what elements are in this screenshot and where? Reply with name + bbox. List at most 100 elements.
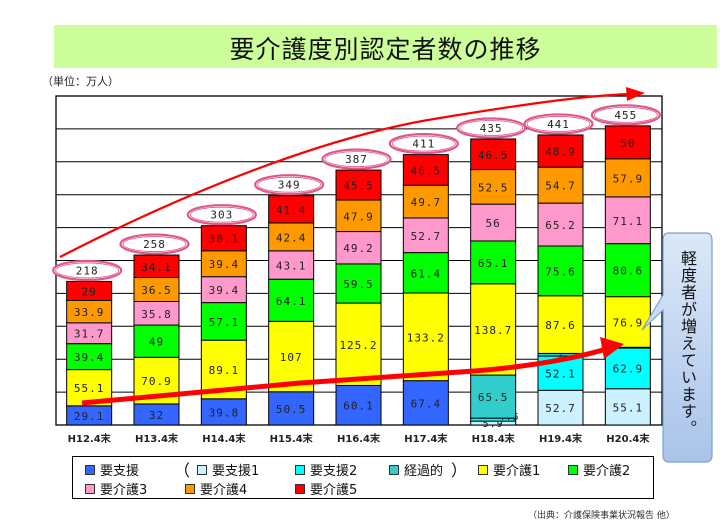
x-tick-label: H13.4末 [135,432,179,445]
total-ellipse-inner [122,236,187,252]
stacked-bar-chart: 29.1 55.1 39.4 31.7 33.9 29 32 70.9 49 35.8 36.5 34… [52,87,663,445]
legend: 要支援 （ 要支援1 要支援2 経過的 ） 要介護1 要介護2 要介護3 要介護… [72,456,654,499]
x-tick-label: H18.4末 [472,432,516,445]
bar-value-label: 62.9 [613,363,644,376]
bar-stack: 60.1 125.2 59.5 49.2 47.9 45.5 [335,169,382,426]
legend-item-care5: 要介護5 [295,479,357,498]
bar-value-label: 39.4 [209,284,240,297]
bar-segment-care4 [268,222,315,252]
bar-segment-care5 [200,225,247,252]
total-label: 303 [210,209,233,222]
bar-value-label: 49 [149,336,164,349]
bar-segment-care2 [66,343,113,371]
bar-value-label: 107 [280,351,303,364]
bar-value-label: 70.9 [141,375,172,388]
bar-segment-care2 [537,245,584,297]
bar-segment-care4 [537,166,584,204]
bar-value-label: 67.4 [411,397,442,410]
bar-segment-care5 [66,280,113,302]
legend-swatch [478,464,488,475]
x-tick-label: H16.4末 [337,432,381,445]
bar-segment-care5 [133,254,180,278]
bar-segment-support1 [604,388,651,426]
bar-value-label: 49.2 [343,242,374,255]
bar-value-label: 42.4 [276,231,307,244]
bar-segment-support [335,384,382,426]
bar-segment-care3 [200,276,247,304]
callout-text: 軽度者が増えています。 [678,250,697,437]
overlay-layer: 218 258 303 349 387 411 435 441 455 [52,87,661,406]
bar-value-label: 39.4 [74,351,105,364]
total-ellipse-inner [189,206,254,223]
bar-layer: 29.1 55.1 39.4 31.7 33.9 29 32 70.9 49 35.8 36.5 34… [66,125,651,430]
bar-value-label: 48.9 [545,146,576,159]
bar-segment-care2 [402,252,449,294]
bar-value-label: 80.6 [613,265,644,278]
total-ellipse-inner [526,116,591,132]
bar-value-label: 61.4 [411,267,442,280]
bar-value-label: 41.4 [276,204,307,217]
bar-value-label: 57.9 [613,172,644,185]
bar-segment-care4 [604,158,651,198]
x-tick-label: H19.4末 [539,432,583,445]
bar-segment-support2 [604,346,651,390]
bar-segment-care5 [604,125,651,160]
legend-swatch [568,464,578,475]
bar-value-label: 65.1 [478,257,509,270]
total-label: 218 [76,264,99,277]
bar-segment-care2 [335,263,382,304]
bar-stack: 29.1 55.1 39.4 31.7 33.9 29 [66,280,113,426]
bar-segment-care2 [133,324,180,358]
total-ellipse [119,233,190,255]
bar-segment-care5 [268,195,315,224]
total-ellipse [590,104,661,126]
total-ellipse-inner [55,262,120,279]
chart-title: 要介護度別認定者数の推移 [229,35,542,64]
bar-segment-care1 [470,283,517,376]
legend-close-paren: ） [451,461,468,480]
bar-segment-transitional [470,374,517,419]
bar-value-label: 45.5 [343,180,374,193]
bar-value-label: 52.1 [545,368,576,381]
legend-item-care3: 要介護3 [85,479,147,498]
total-ellipse [388,133,459,155]
growth-arrow-head [626,87,645,101]
legend-item-support1: 要支援1 [197,460,259,479]
bar-value-label: 49.7 [411,196,442,209]
bar-value-label: 65.5 [478,391,509,404]
bar-value-label: 55.1 [74,382,105,395]
bar-stack: 39.8 89.1 57.1 39.4 39.4 38.1 [200,225,247,426]
legend-swatch [85,483,95,494]
bar-value-label: 64.1 [276,295,307,308]
bar-segment-care4 [335,199,382,233]
bar-segment-care2 [268,278,315,322]
bar-value-label: 43.1 [276,260,307,273]
legend-item-support2: 要支援2 [295,460,357,479]
source-note: （出典：介護保険事業状況報告 他） [528,511,675,521]
total-label: 387 [345,153,368,166]
x-tick-label: H12.4末 [68,432,112,445]
bar-segment-care5 [402,154,449,186]
x-tick-label: H14.4末 [202,432,246,445]
bar-value-label: 76.9 [613,316,644,329]
bar-value-label: 65.2 [545,219,576,232]
total-ellipse [186,204,257,226]
bar-segment-care4 [402,184,449,219]
legend-swatch [185,483,195,494]
bar-segment-care4 [470,169,517,205]
legend-item-care4: 要介護4 [185,479,247,498]
bar-value-label: 52.5 [478,181,509,194]
total-label: 455 [614,109,637,122]
legend-swatch [197,464,207,475]
bar-value-label: 89.1 [209,364,240,377]
legend-item-care1: 要介護1 [478,460,540,479]
legend-item-support: 要支援 [85,460,139,479]
legend-swatch [85,464,95,475]
bar-value-label: 71.1 [613,215,644,228]
x-tick-label: H20.4末 [606,432,650,445]
total-label: 435 [480,122,503,135]
legend-swatch [295,464,305,475]
